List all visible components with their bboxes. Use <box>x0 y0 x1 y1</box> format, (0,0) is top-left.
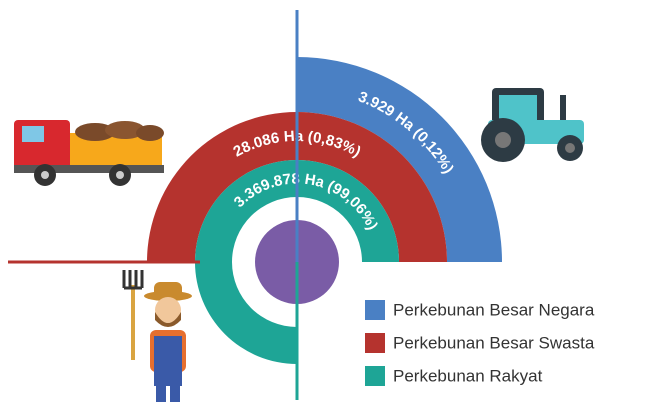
ring-bar <box>195 160 399 364</box>
truck-icon <box>14 120 164 186</box>
tractor-icon <box>481 88 584 162</box>
legend-label: Perkebunan Besar Swasta <box>393 333 595 352</box>
legend-swatch <box>365 366 385 386</box>
legend-label: Perkebunan Besar Negara <box>393 300 595 319</box>
legend-label: Perkebunan Rakyat <box>393 366 543 385</box>
legend-swatch <box>365 333 385 353</box>
legend-swatch <box>365 300 385 320</box>
legend: Perkebunan Besar Negara Perkebunan Besar … <box>365 300 595 386</box>
farmer-icon <box>122 270 192 402</box>
ring-bar <box>297 57 502 262</box>
ring-bar <box>147 112 447 262</box>
